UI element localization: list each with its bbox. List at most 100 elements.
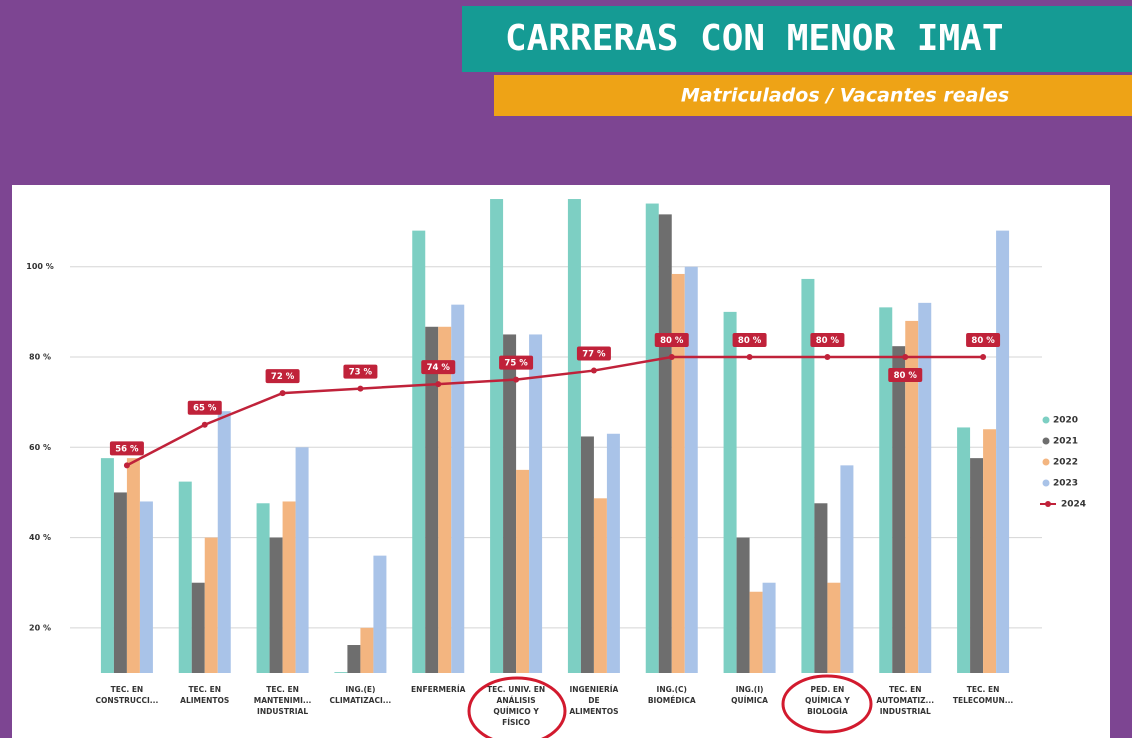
line bbox=[126, 355, 984, 467]
bar bbox=[762, 582, 776, 673]
x-tick-label: QUÍMICA Y bbox=[805, 696, 850, 705]
bar bbox=[840, 465, 854, 673]
line-point bbox=[980, 354, 987, 361]
bar bbox=[347, 645, 361, 673]
bar bbox=[113, 492, 127, 673]
value-label: 80 % bbox=[816, 336, 840, 346]
bar bbox=[490, 199, 504, 674]
bar bbox=[684, 266, 698, 673]
bar bbox=[256, 503, 270, 673]
bar bbox=[827, 582, 841, 673]
bar bbox=[269, 537, 283, 673]
x-tick-label: BIOLOGÍA bbox=[807, 707, 848, 716]
line-point bbox=[513, 376, 520, 383]
value-label-box bbox=[343, 364, 378, 379]
bar bbox=[996, 230, 1010, 674]
bar bbox=[723, 311, 737, 673]
x-tick-label: TELECOMUN... bbox=[953, 696, 1014, 705]
bar bbox=[516, 469, 530, 673]
x-tick-label: TEC. EN bbox=[967, 685, 1000, 694]
bar bbox=[736, 537, 750, 673]
bar bbox=[567, 199, 581, 674]
bar bbox=[126, 458, 140, 673]
x-tick-label: ENFERMERÍA bbox=[411, 685, 466, 694]
value-label: 80 % bbox=[738, 336, 762, 346]
bar bbox=[425, 326, 439, 673]
value-label-box bbox=[109, 441, 144, 456]
bar bbox=[412, 230, 426, 674]
x-tick-label: AUTOMATIZ... bbox=[876, 696, 934, 705]
bar bbox=[451, 304, 465, 673]
bar bbox=[503, 334, 517, 673]
bar bbox=[957, 427, 971, 673]
value-label-box bbox=[576, 346, 611, 361]
x-tick-label: ING.(C) bbox=[657, 685, 687, 694]
value-label: 80 % bbox=[660, 336, 684, 346]
value-label-box bbox=[654, 333, 689, 348]
bar bbox=[892, 346, 906, 673]
line-point bbox=[279, 390, 286, 397]
bar bbox=[334, 672, 348, 673]
x-tick-label: INDUSTRIAL bbox=[880, 707, 931, 716]
y-tick-label: 100 % bbox=[26, 262, 54, 271]
value-label: 65 % bbox=[193, 404, 217, 414]
bar bbox=[438, 326, 452, 673]
value-label: 77 % bbox=[582, 350, 606, 360]
x-tick-label: INDUSTRIAL bbox=[257, 707, 308, 716]
bar bbox=[593, 498, 607, 673]
legend-swatch bbox=[1042, 437, 1050, 445]
line-point bbox=[123, 462, 130, 469]
x-tick-label: TEC. UNIV. EN bbox=[487, 685, 545, 694]
x-tick-label: TEC. EN bbox=[111, 685, 144, 694]
bar bbox=[801, 278, 815, 673]
line-point bbox=[435, 381, 442, 388]
x-tick-label: ING.(E) bbox=[345, 685, 375, 694]
slide-subtitle: Matriculados / Vacantes reales bbox=[681, 85, 1009, 107]
value-label: 56 % bbox=[115, 444, 139, 454]
x-tick-label: ALIMENTOS bbox=[569, 707, 618, 716]
line-point bbox=[902, 354, 909, 361]
x-tick-label: TEC. EN bbox=[188, 685, 221, 694]
x-tick-label: ING.(I) bbox=[736, 685, 764, 694]
y-tick-label: 20 % bbox=[29, 623, 51, 632]
bar bbox=[204, 537, 218, 673]
bar bbox=[139, 501, 153, 673]
value-label: 72 % bbox=[271, 372, 295, 382]
bar bbox=[178, 481, 192, 673]
bar bbox=[100, 458, 114, 673]
bar bbox=[282, 501, 296, 673]
line-point bbox=[824, 354, 831, 361]
value-label: 74 % bbox=[427, 363, 451, 373]
legend-label: 2020 bbox=[1053, 416, 1078, 426]
line-point bbox=[201, 421, 208, 428]
legend-label: 2023 bbox=[1053, 479, 1078, 489]
bar bbox=[645, 203, 659, 673]
plot: 20 % 40 % 60 % 80 % 100 % TEC. EN CONSTRUCCI..… bbox=[26, 199, 1086, 727]
y-tick-label: 80 % bbox=[29, 353, 51, 362]
x-tick-label: TEC. EN bbox=[889, 685, 922, 694]
bar bbox=[606, 433, 620, 673]
bar bbox=[360, 627, 374, 673]
x-tick-label: CONSTRUCCI... bbox=[95, 696, 158, 705]
value-label: 73 % bbox=[349, 368, 373, 378]
x-tick-label: DE bbox=[588, 696, 599, 705]
bar bbox=[918, 302, 932, 673]
value-label: 80 % bbox=[894, 371, 918, 381]
y-tick-label: 40 % bbox=[29, 533, 51, 542]
bar bbox=[529, 334, 543, 673]
x-tick-label: TEC. EN bbox=[266, 685, 299, 694]
x-tick-label: CLIMATIZACI... bbox=[330, 696, 392, 705]
bar bbox=[879, 307, 893, 673]
value-label: 80 % bbox=[971, 336, 995, 346]
line-point bbox=[668, 354, 675, 361]
highlight-circle bbox=[467, 676, 567, 738]
value-label-box bbox=[187, 400, 222, 415]
value-label: 75 % bbox=[504, 359, 528, 369]
bar bbox=[191, 582, 205, 673]
value-label-box bbox=[265, 369, 300, 384]
line-point bbox=[357, 385, 364, 392]
x-tick-label: QUÍMICA bbox=[731, 696, 768, 705]
value-label-box bbox=[810, 333, 845, 348]
